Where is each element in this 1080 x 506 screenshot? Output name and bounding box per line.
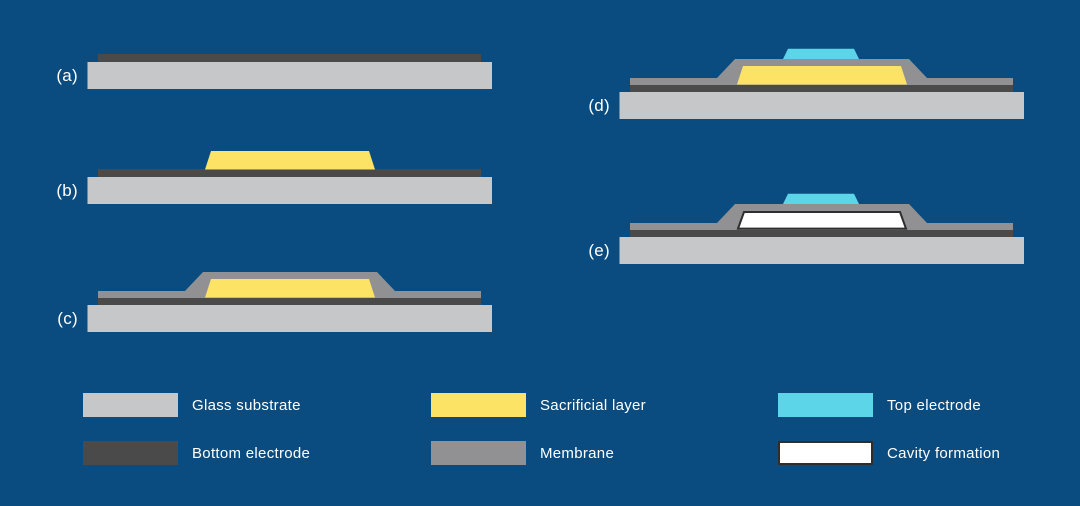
glass-substrate-swatch (83, 393, 178, 417)
legend-item-membrane: Membrane (431, 441, 614, 465)
legend-label-sacrificial-layer: Sacrificial layer (540, 396, 646, 414)
step-c-diagram (87, 272, 492, 332)
step-b-diagram (87, 151, 492, 204)
step-label-e: (e) (588, 241, 610, 260)
layer-bottom_electrode (98, 297, 481, 305)
legend-label-top-electrode: Top electrode (887, 396, 981, 414)
legend-label-bottom-electrode: Bottom electrode (192, 444, 311, 462)
legend-label-glass-substrate: Glass substrate (192, 396, 301, 414)
layer-top_electrode (783, 48, 859, 59)
layer-cavity (736, 211, 908, 230)
legend-label-cavity-formation: Cavity formation (887, 444, 1001, 462)
legend-item-sacrificial-layer: Sacrificial layer (431, 393, 646, 417)
layer-substrate (619, 92, 1024, 119)
sacrificial-layer-swatch (431, 393, 526, 417)
bottom-electrode-swatch (83, 441, 178, 465)
step-e-diagram (619, 193, 1024, 264)
legend-item-bottom-electrode: Bottom electrode (83, 441, 310, 465)
legend-item-top-electrode: Top electrode (778, 393, 981, 417)
layer-substrate (87, 305, 492, 332)
step-label-a: (a) (56, 66, 78, 85)
legend-item-cavity-formation: Cavity formation (778, 441, 1000, 465)
layer-sacrificial (205, 151, 375, 170)
step-label-d: (d) (588, 96, 610, 115)
cavity-formation-swatch (778, 441, 873, 465)
layer-substrate (619, 237, 1024, 264)
layer-substrate (87, 177, 492, 204)
legend-item-glass-substrate: Glass substrate (83, 393, 301, 417)
step-a-diagram (87, 54, 492, 89)
layer-sacrificial (205, 279, 375, 298)
layer-substrate (87, 62, 492, 89)
step-label-c: (c) (57, 309, 78, 328)
step-label-b: (b) (56, 181, 78, 200)
layer-sacrificial (737, 66, 907, 85)
membrane-swatch (431, 441, 526, 465)
legend-label-membrane: Membrane (540, 444, 615, 462)
layer-bottom_electrode (630, 229, 1013, 237)
layer-bottom_electrode (98, 54, 481, 62)
layer-bottom_electrode (98, 169, 481, 177)
top-electrode-swatch (778, 393, 873, 417)
layer-bottom_electrode (630, 84, 1013, 92)
layer-top_electrode (783, 193, 859, 204)
step-d-diagram (619, 48, 1024, 119)
